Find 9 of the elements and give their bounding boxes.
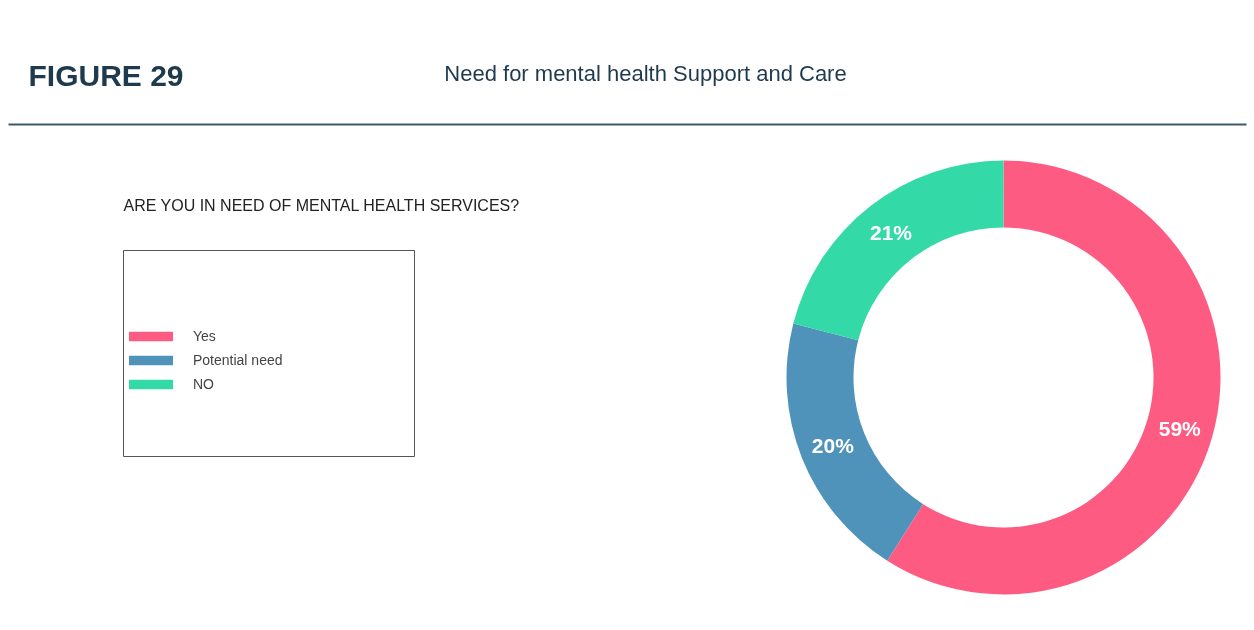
text: ARE YOU IN NEED OF MENTAL HEALTH SERVICES? [123,197,520,214]
data-label: 20% [811,433,855,457]
legend-label: Yes [193,328,217,344]
legend-label: Potential need [193,352,284,368]
caption: FIGURE 29 [28,59,184,92]
data-label: 59% [1158,417,1202,441]
data-label: 21% [870,221,913,245]
chart-title: Need for mental health Support and Care [444,61,847,86]
legend-label: NO [193,376,215,392]
